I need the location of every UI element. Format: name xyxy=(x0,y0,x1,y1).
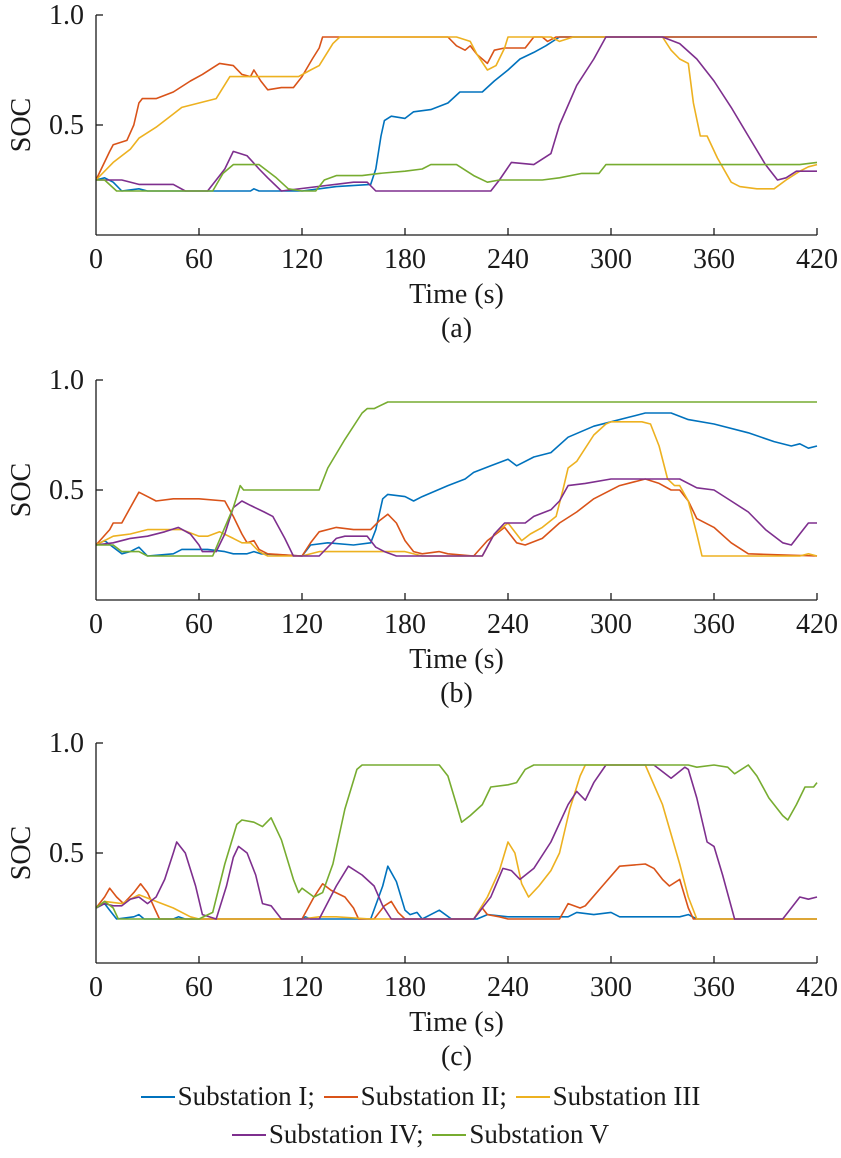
x-tick-label: 60 xyxy=(185,972,213,1003)
x-tick-label: 300 xyxy=(590,609,632,640)
series-line-substation-3 xyxy=(95,421,818,557)
x-tick-label: 60 xyxy=(185,244,213,275)
y-tick-label: 1.0 xyxy=(49,0,84,31)
series-line-substation-5 xyxy=(96,401,817,557)
y-tick-label: 1.0 xyxy=(49,365,84,396)
x-tick-label: 60 xyxy=(185,609,213,640)
legend: Substation I; Substation II; Substation … xyxy=(0,1077,841,1153)
soc-charts: 0.5 1.0 0 60 120 180 240 300 360 420 Time (s) SOC (a… xyxy=(6,0,838,1072)
legend-swatch-substation-1 xyxy=(140,1095,175,1098)
series-line-substation-4 xyxy=(96,36,817,192)
x-tick-label: 120 xyxy=(281,972,323,1003)
y-tick-label: 0.5 xyxy=(49,110,84,141)
x-tick-label: 0 xyxy=(89,972,103,1003)
legend-item-substation-4: Substation IV; xyxy=(231,1115,424,1153)
y-tick-label: 0.5 xyxy=(49,838,84,869)
x-tick-label: 360 xyxy=(693,244,735,275)
series-line-substation-4 xyxy=(95,478,817,557)
legend-item-substation-5: Substation V xyxy=(432,1115,609,1153)
series-line-substation-2 xyxy=(95,36,817,181)
x-axis-label: Time (s) xyxy=(409,279,504,310)
legend-swatch-substation-3 xyxy=(515,1095,550,1098)
x-tick-label: 180 xyxy=(384,972,426,1003)
series-line-substation-2 xyxy=(95,478,818,557)
x-tick-label: 300 xyxy=(590,972,632,1003)
x-tick-label: 420 xyxy=(796,609,838,640)
chart-panel-c: 0.5 1.0 0 60 120 180 240 300 360 420 Time (s) SOC (c… xyxy=(6,728,838,1072)
legend-row-1: Substation I; Substation II; Substation … xyxy=(0,1077,841,1115)
legend-swatch-substation-2 xyxy=(323,1095,358,1098)
y-axis-label: SOC xyxy=(6,98,37,152)
chart-panel-b: 0.5 1.0 0 60 120 180 240 300 360 420 Time (s) SOC (b… xyxy=(6,365,838,709)
x-tick-label: 360 xyxy=(693,972,735,1003)
series-line-substation-4 xyxy=(95,764,818,920)
x-tick-label: 180 xyxy=(384,244,426,275)
panel-label: (a) xyxy=(441,313,472,344)
series-line-substation-1 xyxy=(95,36,817,192)
x-tick-label: 360 xyxy=(693,609,735,640)
x-tick-label: 300 xyxy=(590,244,632,275)
series-line-substation-5 xyxy=(96,161,818,192)
legend-label: Substation I; xyxy=(177,1081,315,1111)
legend-row-2: Substation IV; Substation V xyxy=(0,1115,841,1153)
y-axis-label: SOC xyxy=(6,463,37,517)
x-tick-label: 0 xyxy=(89,244,103,275)
legend-label: Substation III xyxy=(552,1081,701,1111)
legend-label: Substation V xyxy=(469,1119,610,1149)
x-tick-label: 180 xyxy=(384,609,426,640)
x-tick-label: 420 xyxy=(796,972,838,1003)
x-tick-label: 240 xyxy=(487,972,529,1003)
legend-item-substation-3: Substation III xyxy=(515,1077,701,1115)
series-line-substation-1 xyxy=(95,412,818,557)
x-tick-label: 240 xyxy=(487,609,529,640)
series-line-substation-1 xyxy=(95,865,817,920)
series-line-substation-3 xyxy=(95,36,818,190)
x-axis-label: Time (s) xyxy=(409,644,504,675)
legend-swatch-substation-5 xyxy=(432,1133,467,1136)
legend-swatch-substation-4 xyxy=(231,1133,266,1136)
x-tick-label: 240 xyxy=(487,244,529,275)
panel-label: (b) xyxy=(440,678,473,709)
x-axis-label: Time (s) xyxy=(409,1007,504,1038)
series-line-substation-3 xyxy=(95,764,817,920)
series-line-substation-2 xyxy=(95,863,817,920)
y-axis-label: SOC xyxy=(6,826,37,880)
panel-label: (c) xyxy=(441,1041,472,1072)
legend-item-substation-1: Substation I; xyxy=(140,1077,315,1115)
legend-label: Substation II; xyxy=(360,1081,507,1111)
series-line-substation-5 xyxy=(95,764,818,920)
x-tick-label: 420 xyxy=(796,244,838,275)
x-tick-label: 0 xyxy=(89,609,103,640)
y-tick-label: 1.0 xyxy=(49,728,84,759)
x-tick-label: 120 xyxy=(281,609,323,640)
legend-label: Substation IV; xyxy=(268,1119,424,1149)
x-tick-label: 120 xyxy=(281,244,323,275)
chart-panel-a: 0.5 1.0 0 60 120 180 240 300 360 420 Time (s) SOC (a… xyxy=(6,0,838,344)
y-tick-label: 0.5 xyxy=(49,475,84,506)
legend-item-substation-2: Substation II; xyxy=(323,1077,507,1115)
